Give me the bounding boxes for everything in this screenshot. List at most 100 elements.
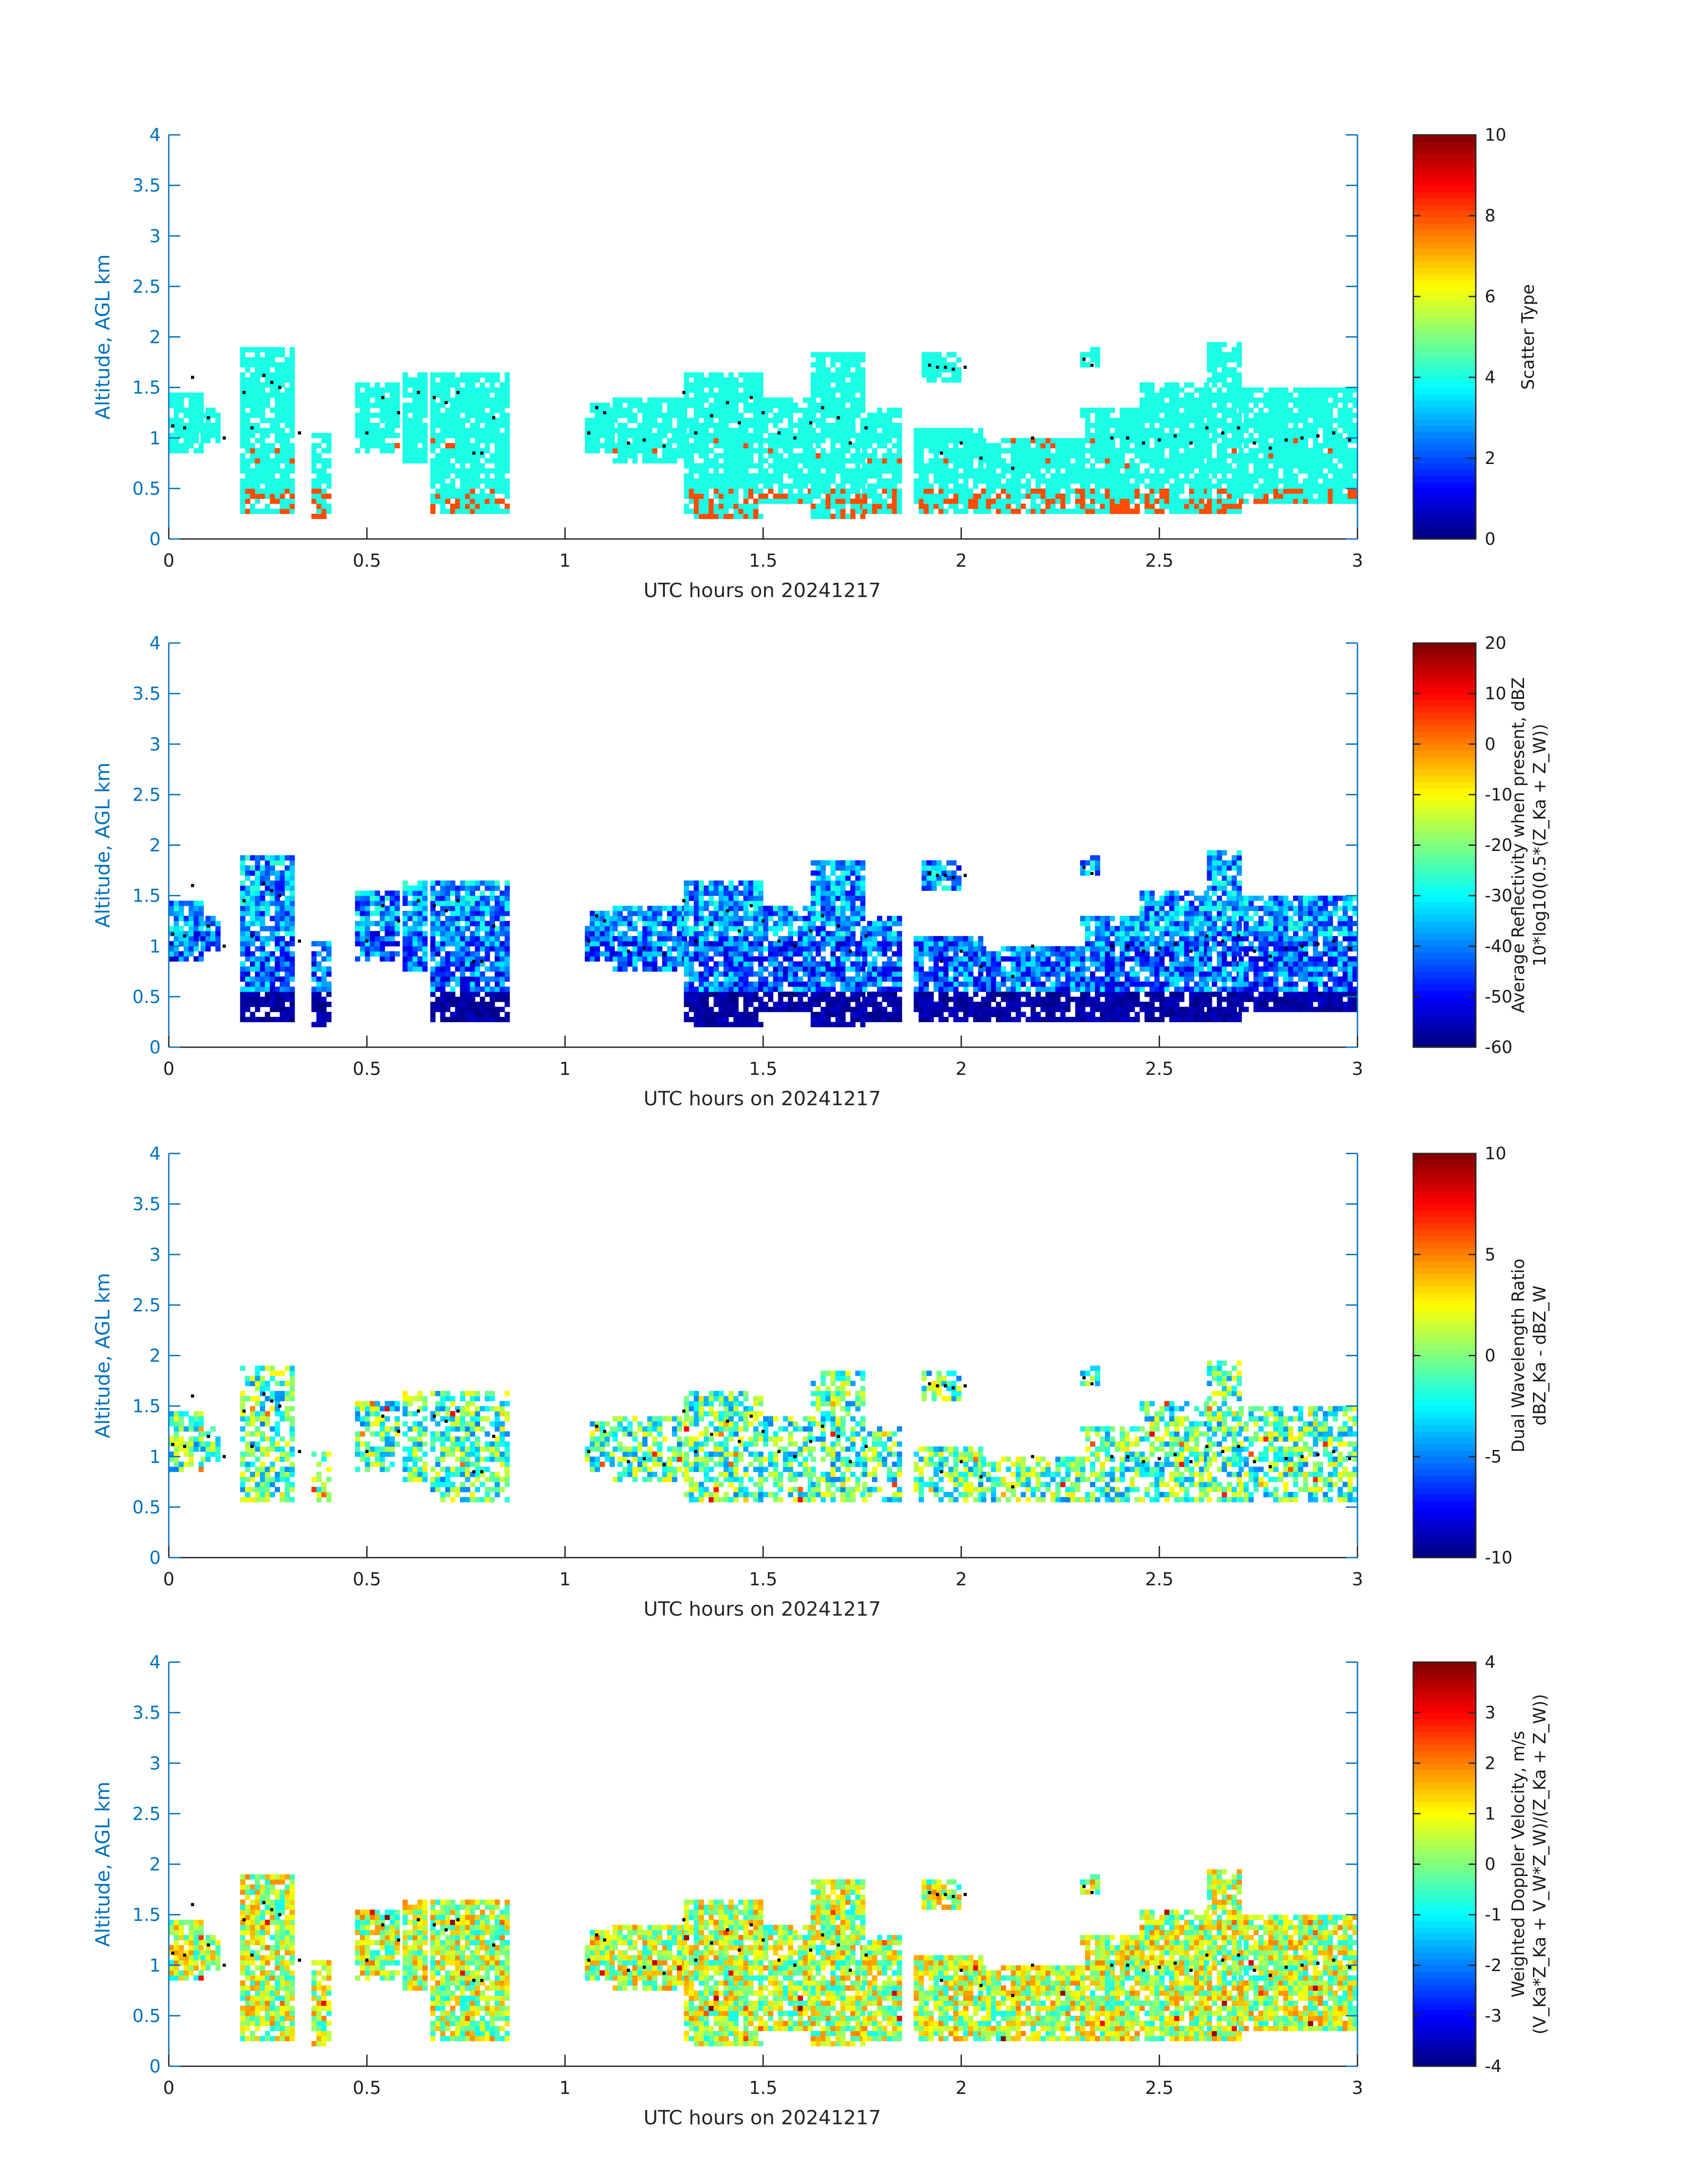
echo-cell bbox=[1298, 387, 1303, 393]
echo-cell bbox=[867, 463, 873, 469]
echo-cell bbox=[1207, 397, 1212, 403]
echo-cell bbox=[188, 397, 194, 403]
echo-cell bbox=[981, 453, 986, 459]
echo-cell bbox=[365, 890, 370, 896]
echo-cell bbox=[923, 478, 929, 484]
echo-cell bbox=[265, 886, 270, 891]
echo-cell bbox=[612, 418, 618, 423]
echo-cell bbox=[943, 509, 949, 514]
echo-cell bbox=[810, 478, 816, 484]
echo-cell bbox=[958, 438, 964, 443]
echo-cell bbox=[810, 438, 816, 443]
echo-cell bbox=[1217, 503, 1222, 509]
echo-cell bbox=[743, 428, 749, 433]
echo-cell bbox=[768, 418, 773, 423]
echo-cell bbox=[1050, 509, 1056, 514]
echo-cell bbox=[1134, 413, 1140, 418]
echo-cell bbox=[505, 483, 510, 489]
echo-cell bbox=[996, 448, 1001, 454]
echo-cell bbox=[430, 890, 436, 896]
colorbar-band bbox=[1413, 286, 1476, 293]
echo-cell bbox=[946, 377, 952, 383]
echo-cell bbox=[815, 438, 821, 443]
echo-cell bbox=[484, 402, 490, 408]
echo-cell bbox=[1337, 443, 1343, 448]
echo-cell bbox=[384, 936, 390, 941]
echo-cell bbox=[1283, 387, 1289, 393]
echo-cell bbox=[882, 422, 887, 428]
echo-cell bbox=[810, 433, 816, 439]
echo-cell bbox=[718, 372, 724, 378]
echo-cell bbox=[855, 387, 860, 393]
echo-cell bbox=[748, 382, 754, 388]
echo-cell bbox=[174, 906, 179, 911]
echo-cell bbox=[1060, 473, 1066, 479]
echo-cell bbox=[1124, 428, 1130, 433]
echo-cell bbox=[1179, 433, 1185, 439]
echo-cell bbox=[783, 483, 789, 489]
echo-cell bbox=[1263, 453, 1269, 459]
echo-cell bbox=[1232, 413, 1237, 418]
echo-cell bbox=[1031, 498, 1036, 504]
echo-cell bbox=[265, 372, 270, 378]
echo-cell bbox=[1174, 433, 1180, 439]
echo-cell bbox=[835, 367, 841, 373]
echo-cell bbox=[738, 468, 744, 474]
echo-cell bbox=[840, 463, 846, 469]
echo-cell bbox=[402, 956, 408, 962]
echo-cell bbox=[1040, 438, 1046, 443]
echo-cell bbox=[240, 855, 246, 861]
echo-cell bbox=[365, 433, 370, 439]
echo-cell bbox=[321, 941, 327, 947]
y-axis-label: Altitude, AGL km bbox=[92, 254, 114, 419]
echo-cell bbox=[919, 453, 924, 459]
echo-cell bbox=[938, 428, 944, 433]
echo-cell bbox=[198, 418, 204, 423]
echo-cell bbox=[1134, 473, 1140, 479]
echo-cell bbox=[440, 981, 446, 987]
echo-cell bbox=[417, 453, 423, 459]
echo-cell bbox=[1232, 488, 1237, 494]
echo-cell bbox=[1238, 453, 1244, 459]
echo-cell bbox=[455, 921, 460, 927]
echo-cell bbox=[445, 886, 451, 891]
echo-cell bbox=[1323, 413, 1328, 418]
echo-cell bbox=[450, 986, 455, 992]
echo-cell bbox=[978, 443, 984, 448]
echo-cell bbox=[240, 377, 246, 383]
echo-cell bbox=[758, 493, 764, 499]
echo-cell bbox=[280, 377, 285, 383]
echo-cell bbox=[280, 1007, 285, 1012]
echo-cell bbox=[455, 956, 460, 962]
echo-cell bbox=[440, 498, 446, 504]
echo-cell bbox=[494, 483, 500, 489]
echo-cell bbox=[1318, 483, 1323, 489]
echo-cell bbox=[689, 382, 694, 388]
echo-cell bbox=[240, 880, 246, 886]
echo-cell bbox=[1313, 418, 1318, 423]
echo-cell bbox=[1298, 407, 1303, 413]
echo-cell bbox=[1288, 483, 1294, 489]
echo-cell bbox=[709, 422, 714, 428]
echo-cell bbox=[255, 855, 260, 861]
echo-cell bbox=[1199, 413, 1204, 418]
echo-cell bbox=[612, 397, 618, 403]
echo-cell bbox=[946, 367, 952, 373]
echo-cell bbox=[370, 438, 375, 443]
echo-cell bbox=[1110, 503, 1115, 509]
echo-cell bbox=[810, 453, 816, 459]
echo-cell bbox=[1263, 468, 1269, 474]
echo-cell bbox=[698, 503, 704, 509]
echo-cell bbox=[921, 372, 927, 378]
echo-cell bbox=[1184, 498, 1190, 504]
echo-cell bbox=[260, 509, 265, 514]
echo-cell bbox=[245, 1007, 251, 1012]
echo-cell bbox=[484, 448, 490, 454]
echo-cell bbox=[370, 890, 375, 896]
echo-cell bbox=[1031, 503, 1036, 509]
echo-cell bbox=[709, 478, 714, 484]
echo-cell bbox=[728, 453, 734, 459]
echo-cell bbox=[275, 886, 280, 891]
echo-cell bbox=[250, 372, 255, 378]
echo-cell bbox=[250, 493, 255, 499]
